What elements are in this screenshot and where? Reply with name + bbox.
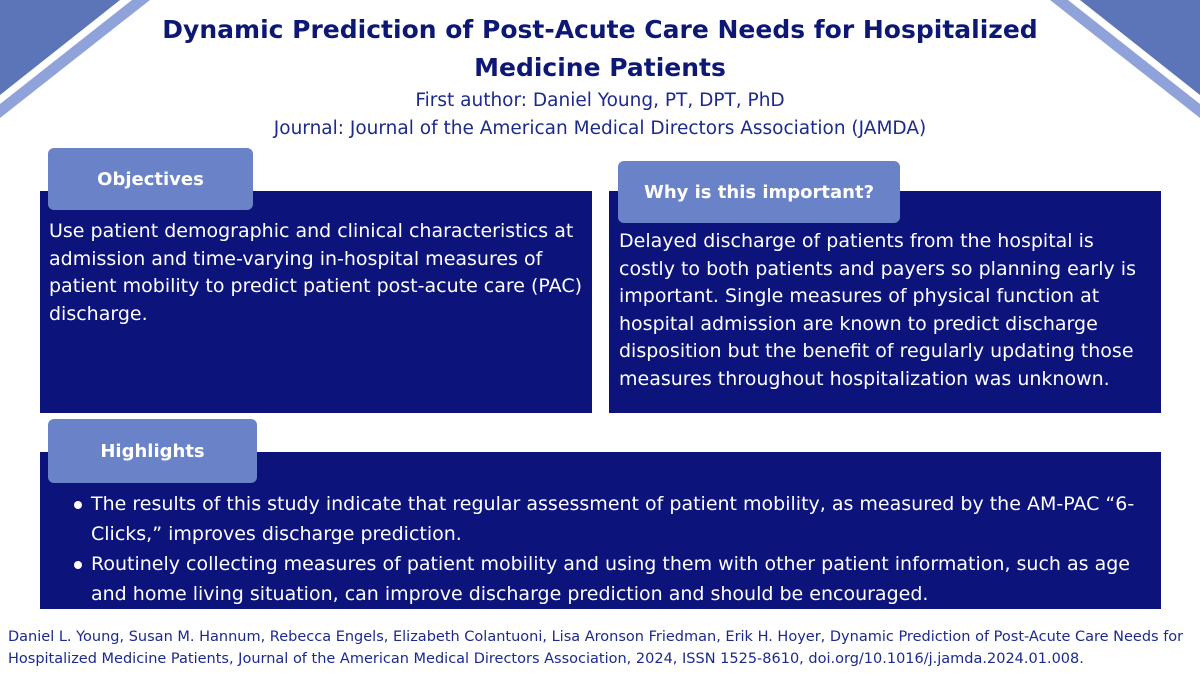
corner-decoration-right (1050, 0, 1200, 118)
bullet-icon (74, 561, 82, 569)
first-author: First author: Daniel Young, PT, DPT, PhD (415, 90, 785, 111)
corner-decoration-left (0, 0, 150, 118)
page-title: Dynamic Prediction of Post-Acute Care Ne… (162, 15, 1038, 82)
citation: Daniel L. Young, Susan M. Hannum, Rebecc… (8, 629, 1184, 667)
highlights-list: The results of this study indicate that … (68, 489, 1141, 609)
objectives-heading: Objectives (48, 148, 253, 210)
highlights-panel: The results of this study indicate that … (40, 452, 1161, 609)
highlights-heading: Highlights (48, 419, 257, 483)
highlight-item: The results of this study indicate that … (68, 489, 1141, 549)
journal-name: Journal: Journal of the American Medical… (273, 118, 927, 139)
why-important-panel: Delayed discharge of patients from the h… (609, 191, 1161, 413)
objectives-panel: Use patient demographic and clinical cha… (40, 191, 592, 413)
highlight-item: Routinely collecting measures of patient… (68, 549, 1141, 609)
why-important-heading: Why is this important? (618, 161, 900, 223)
objectives-text: Use patient demographic and clinical cha… (49, 220, 583, 325)
why-important-text: Delayed discharge of patients from the h… (619, 230, 1136, 390)
highlight-text: The results of this study indicate that … (91, 493, 1135, 545)
highlight-text: Routinely collecting measures of patient… (91, 553, 1130, 605)
bullet-icon (74, 501, 82, 509)
